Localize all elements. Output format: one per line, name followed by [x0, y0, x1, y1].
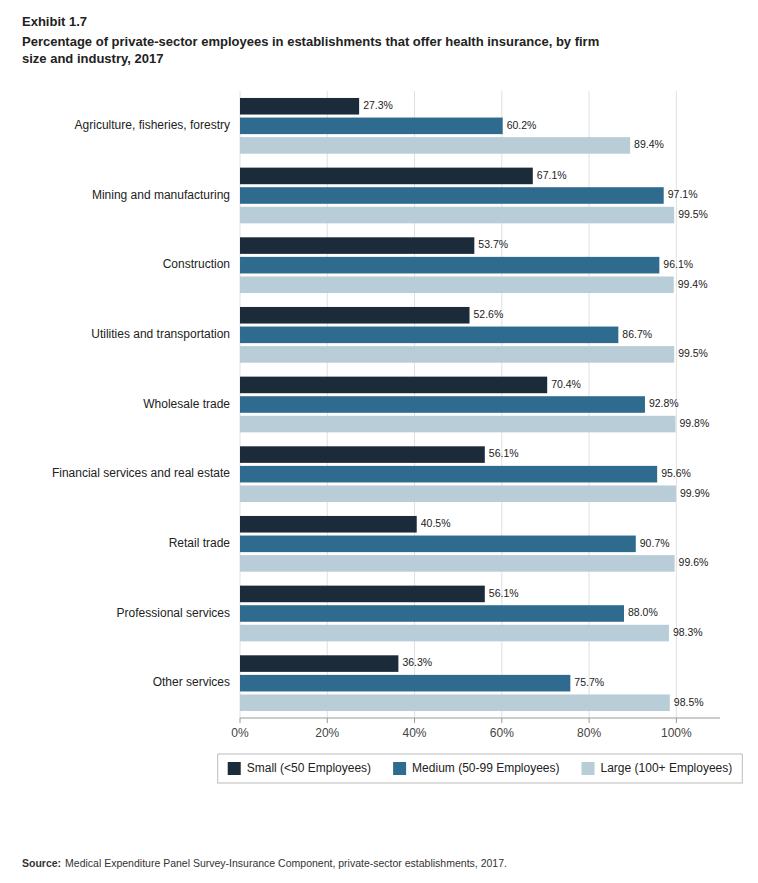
data-label: 99.5% [678, 208, 708, 220]
bar [240, 307, 470, 324]
data-label: 92.8% [649, 397, 679, 409]
tick-mark [589, 718, 590, 723]
data-label: 56.1% [489, 447, 519, 459]
grid [240, 91, 676, 718]
bar [240, 276, 674, 293]
annotation: Source: [22, 857, 61, 869]
legend-swatch [582, 762, 595, 775]
tick-label: 40% [403, 726, 427, 740]
bar [240, 187, 664, 204]
data-label: 53.7% [478, 238, 508, 250]
bar [240, 377, 547, 394]
data-label: 60.2% [507, 119, 537, 131]
data-label: 75.7% [574, 676, 604, 688]
bar [240, 207, 674, 224]
source: Source: Medical Expenditure Panel Survey-… [22, 857, 507, 869]
data-label: 27.3% [363, 99, 393, 111]
data-label: 96.1% [663, 258, 693, 270]
tick-mark [414, 718, 415, 723]
tick-mark [240, 718, 241, 723]
tick-label: 80% [577, 726, 601, 740]
bar [240, 586, 485, 603]
data-label: 56.1% [489, 587, 519, 599]
data-label: 67.1% [537, 169, 567, 181]
tick-mark [501, 718, 502, 723]
data-label: 36.3% [402, 656, 432, 668]
bar [240, 675, 570, 692]
category-label: Other services [153, 675, 230, 689]
legend-item: Large (100+ Employees) [582, 761, 733, 775]
title: Exhibit 1.7 [22, 14, 87, 29]
legend-swatch [393, 762, 406, 775]
bar [240, 536, 636, 553]
category-label: Wholesale trade [143, 397, 230, 411]
legend-item: Small (<50 Employees) [228, 761, 371, 775]
bar [240, 346, 674, 363]
category-label: Agriculture, fisheries, forestry [75, 118, 230, 132]
bar [240, 605, 624, 622]
legend-label: Medium (50-99 Employees) [412, 761, 559, 775]
legend-label: Small (<50 Employees) [247, 761, 371, 775]
tick-mark [676, 718, 677, 723]
data-label: 99.5% [678, 347, 708, 359]
data-label: 99.6% [679, 556, 709, 568]
x-axis-line [240, 718, 720, 719]
annotation: Medical Expenditure Panel Survey-Insuran… [65, 857, 507, 869]
subtitle: Percentage of private-sector employees i… [22, 34, 599, 66]
tick-label: 0% [231, 726, 249, 740]
data-label: 70.4% [551, 378, 581, 390]
bar [240, 625, 669, 642]
bar [240, 485, 676, 502]
category-label: Construction [163, 257, 230, 271]
data-label: 99.8% [679, 417, 709, 429]
bar [240, 694, 670, 711]
data-label: 90.7% [640, 537, 670, 549]
category-label: Professional services [117, 606, 230, 620]
bars [240, 98, 676, 711]
data-label: 52.6% [474, 308, 504, 320]
bar [240, 396, 645, 413]
tick-label: 60% [490, 726, 514, 740]
x-axis: 0% 20% 40% 60% 80% 100% [231, 718, 720, 740]
bar [240, 327, 618, 344]
subtitle-line: Percentage of private-sector employees i… [22, 34, 599, 49]
data-label: 98.3% [673, 626, 703, 638]
category-label: Utilities and transportation [91, 327, 230, 341]
bar [240, 137, 630, 154]
bar [240, 416, 675, 433]
legend-item: Medium (50-99 Employees) [393, 761, 559, 775]
data-label: 99.9% [680, 487, 710, 499]
category-label: Financial services and real estate [52, 466, 230, 480]
bar [240, 168, 533, 185]
category-label: Retail trade [169, 536, 231, 550]
bar [240, 466, 657, 483]
legend: Small (<50 Employees) Medium (50-99 Emplo… [218, 754, 743, 783]
data-label: 98.5% [674, 696, 704, 708]
bar [240, 118, 503, 135]
subtitle-line: size and industry, 2017 [22, 51, 163, 66]
tick-label: 20% [315, 726, 339, 740]
legend-label: Large (100+ Employees) [601, 761, 733, 775]
bar [240, 516, 417, 533]
tick-mark [327, 718, 328, 723]
data-label: 95.6% [661, 467, 691, 479]
data-label: 86.7% [622, 328, 652, 340]
data-label: 40.5% [421, 517, 451, 529]
bar [240, 655, 398, 672]
legend-swatch [228, 762, 241, 775]
bar [240, 555, 675, 572]
tick-label: 100% [661, 726, 692, 740]
category-label: Mining and manufacturing [92, 188, 230, 202]
labels: Agriculture, fisheries, forestry 27.3% 60.… [52, 99, 710, 707]
bar [240, 257, 659, 274]
legend-frame [218, 754, 743, 783]
chart: Exhibit 1.7 Percentage of private-sector … [0, 0, 758, 883]
data-label: 88.0% [628, 606, 658, 618]
data-label: 99.4% [678, 278, 708, 290]
bar [240, 446, 485, 463]
data-label: 97.1% [668, 188, 698, 200]
bar [240, 237, 474, 254]
data-label: 89.4% [634, 138, 664, 150]
bar [240, 98, 359, 115]
